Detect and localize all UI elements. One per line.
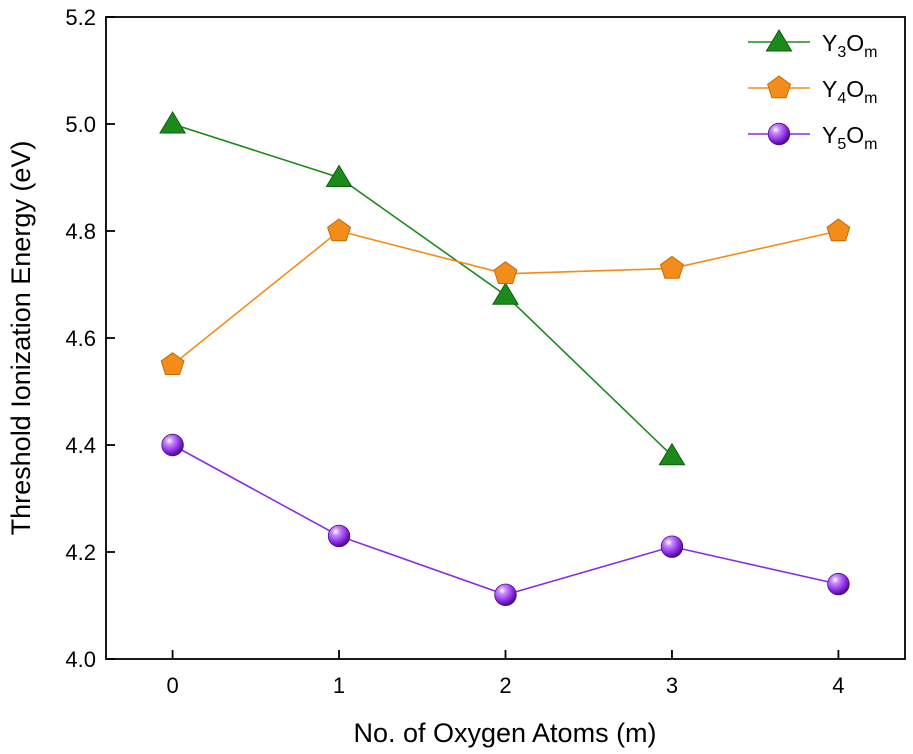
sphere-marker <box>161 433 184 457</box>
y-axis-title: Threshold Ionization Energy (eV) <box>6 141 36 536</box>
triangle-marker <box>658 442 686 466</box>
sphere-marker <box>327 524 351 548</box>
legend-subscript: 3 <box>837 44 846 61</box>
legend-item: Y4Om <box>748 75 877 107</box>
legend-text-part: Y <box>822 122 837 148</box>
legend-subscript: m <box>864 44 877 61</box>
pentagon-marker <box>160 352 185 375</box>
sphere-marker <box>494 583 517 607</box>
x-tick-label: 3 <box>666 673 678 698</box>
y-tick-label: 4.4 <box>65 433 96 458</box>
legend-label: Y3Om <box>822 30 877 61</box>
series-Y3Om <box>159 111 686 466</box>
legend-label: Y5Om <box>822 122 877 153</box>
x-tick-label: 4 <box>832 673 844 698</box>
x-tick-label: 1 <box>333 673 345 698</box>
sphere-marker <box>660 535 684 558</box>
sphere-marker <box>767 122 791 146</box>
y-tick-label: 4.6 <box>65 326 96 351</box>
legend-item: Y3Om <box>748 29 877 61</box>
legend-label: Y4Om <box>822 76 877 107</box>
pentagon-marker <box>659 255 684 279</box>
legend-text-part: Y <box>822 76 837 102</box>
series-group <box>159 111 851 607</box>
series-line <box>172 444 839 596</box>
y-tick-label: 4.2 <box>65 540 96 565</box>
series-Y5Om <box>161 433 850 607</box>
series-Y4Om <box>160 218 851 375</box>
legend-subscript: m <box>864 90 877 107</box>
series-line <box>172 123 673 457</box>
y-tick-label: 4.0 <box>65 647 96 672</box>
x-tick-label: 0 <box>166 673 178 698</box>
y-tick-label: 4.8 <box>65 219 96 244</box>
y-tick-label: 5.2 <box>65 5 96 30</box>
x-tick-label: 2 <box>499 673 511 698</box>
legend-subscript: m <box>864 136 877 153</box>
legend-text-part: O <box>846 76 864 102</box>
legend-item: Y5Om <box>748 122 877 153</box>
legend-text-part: O <box>846 122 864 148</box>
x-axis-title: No. of Oxygen Atoms (m) <box>353 718 656 748</box>
triangle-marker <box>492 282 519 305</box>
plot-frame <box>105 16 906 660</box>
pentagon-marker <box>826 218 851 242</box>
triangle-marker <box>765 29 793 52</box>
pentagon-marker <box>767 75 791 99</box>
triangle-marker <box>325 164 353 187</box>
legend-subscript: 5 <box>837 136 846 153</box>
pentagon-marker <box>493 261 518 284</box>
axis-ticks: 0 1 2 3 4 4.0 4.2 4.4 4.6 4.8 5.0 5.2 <box>65 5 844 698</box>
y-tick-label: 5.0 <box>65 112 96 137</box>
pentagon-marker <box>327 218 352 242</box>
triangle-marker <box>159 111 187 134</box>
legend-text-part: Y <box>822 30 837 56</box>
legend-subscript: 4 <box>837 90 846 107</box>
sphere-marker <box>827 572 850 596</box>
legend-text-part: O <box>846 30 864 56</box>
